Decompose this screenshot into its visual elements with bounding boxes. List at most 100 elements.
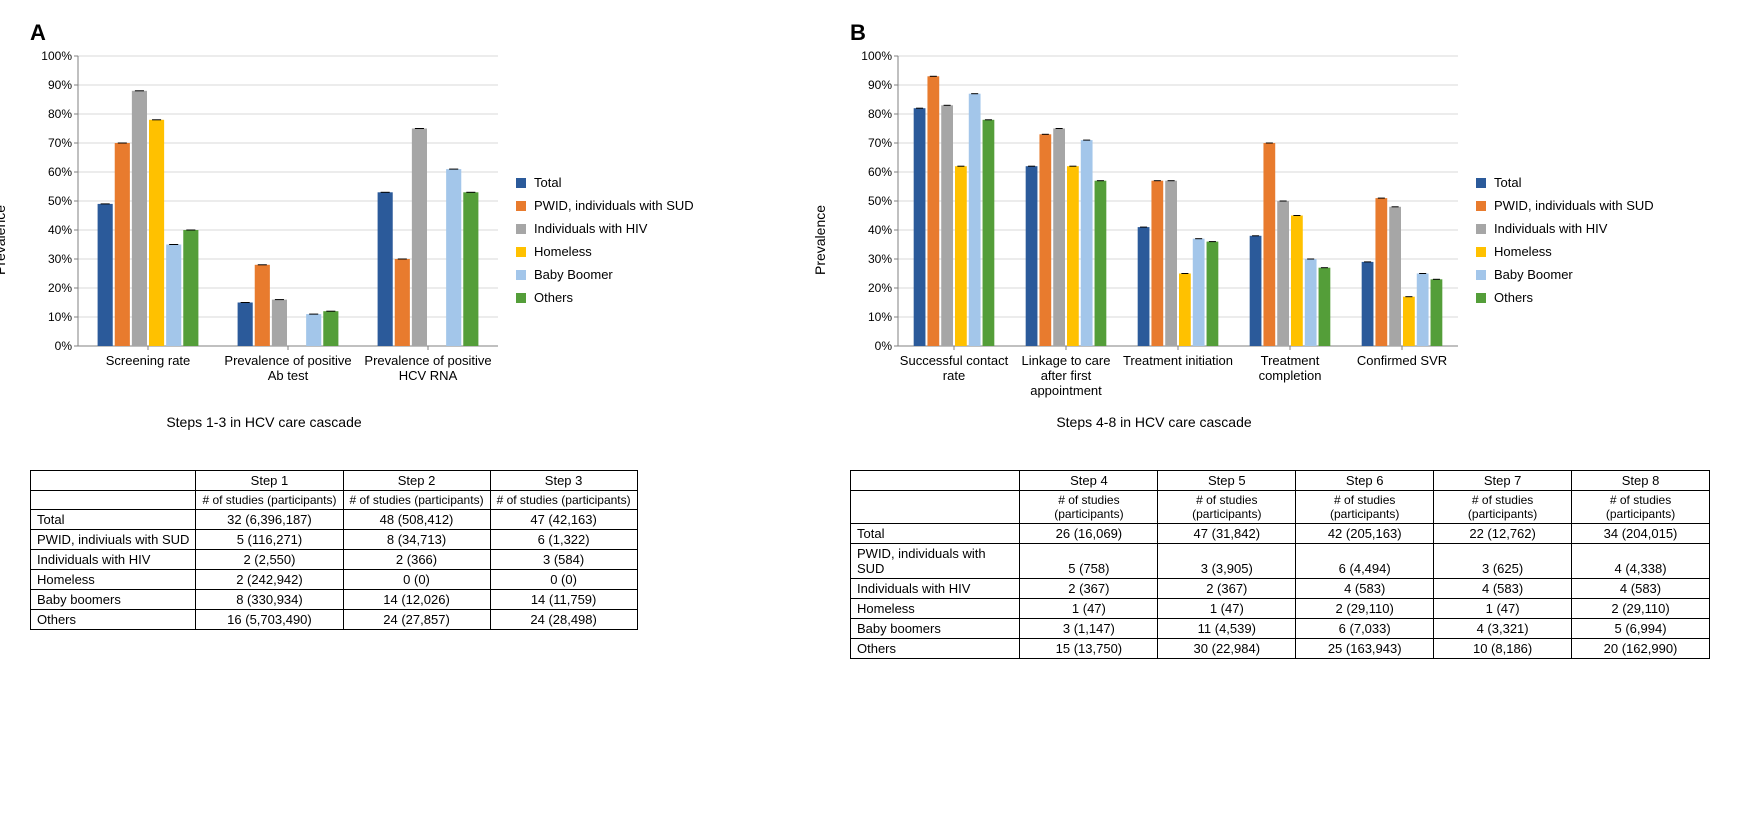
- bar: [1403, 297, 1415, 346]
- category-label: Screening rate: [78, 354, 218, 369]
- panel-b-category-labels: Successful contact rateLinkage to care a…: [850, 352, 1458, 408]
- legend-item: Others: [1476, 290, 1654, 305]
- legend-label: Baby Boomer: [1494, 267, 1573, 282]
- legend-swatch: [1476, 201, 1486, 211]
- bar: [1375, 198, 1387, 346]
- table-cell: 0 (0): [490, 570, 637, 590]
- table-row-label: Baby boomers: [31, 590, 196, 610]
- panel-a-chart-block: Prevalence 0%10%20%30%40%50%60%70%80%90%…: [30, 50, 790, 430]
- panel-a-chart: 0%10%20%30%40%50%60%70%80%90%100%: [30, 50, 498, 352]
- table-cell: 2 (366): [343, 550, 490, 570]
- svg-text:10%: 10%: [48, 310, 72, 324]
- table-cell: 2 (367): [1020, 579, 1158, 599]
- svg-text:60%: 60%: [48, 165, 72, 179]
- table-row: PWID, individuals with SUD5 (758)3 (3,90…: [851, 544, 1710, 579]
- legend-item: Baby Boomer: [1476, 267, 1654, 282]
- table-row-label: Total: [851, 524, 1020, 544]
- panel-a: A Prevalence 0%10%20%30%40%50%60%70%80%9…: [30, 20, 790, 659]
- panel-b-x-title: Steps 4-8 in HCV care cascade: [850, 414, 1458, 430]
- table-step-header: Step 3: [490, 471, 637, 491]
- table-step-header: Step 2: [343, 471, 490, 491]
- table-cell: 5 (116,271): [196, 530, 343, 550]
- table-cell: 47 (31,842): [1158, 524, 1296, 544]
- bar: [412, 129, 427, 347]
- legend-swatch: [1476, 270, 1486, 280]
- bar: [1417, 274, 1429, 347]
- table-subheader: # of studies (participants): [196, 491, 343, 510]
- table-cell: 6 (1,322): [490, 530, 637, 550]
- table-row-label: Individuals with HIV: [851, 579, 1020, 599]
- figure-row: A Prevalence 0%10%20%30%40%50%60%70%80%9…: [30, 20, 1720, 659]
- bar: [1362, 262, 1374, 346]
- bar: [983, 120, 995, 346]
- bar: [378, 192, 393, 346]
- bar: [1389, 207, 1401, 346]
- bar: [255, 265, 270, 346]
- svg-text:100%: 100%: [41, 50, 72, 63]
- table-cell: 2 (242,942): [196, 570, 343, 590]
- legend-label: Others: [534, 290, 573, 305]
- bar: [1067, 166, 1079, 346]
- bar: [149, 120, 164, 346]
- legend-swatch: [1476, 293, 1486, 303]
- svg-text:0%: 0%: [875, 339, 893, 352]
- panel-a-chart-area: Prevalence 0%10%20%30%40%50%60%70%80%90%…: [30, 50, 498, 430]
- panel-a-table-wrap: Step 1Step 2Step 3# of studies (particip…: [30, 470, 790, 630]
- panel-b-chart: 0%10%20%30%40%50%60%70%80%90%100%: [850, 50, 1458, 352]
- table-row-label: Homeless: [31, 570, 196, 590]
- table-cell: 14 (12,026): [343, 590, 490, 610]
- panel-b-legend: TotalPWID, individuals with SUDIndividua…: [1476, 175, 1654, 305]
- table-cell: 0 (0): [343, 570, 490, 590]
- legend-item: Total: [1476, 175, 1654, 190]
- panel-b-chart-block: Prevalence 0%10%20%30%40%50%60%70%80%90%…: [850, 50, 1710, 430]
- table-subheader: # of studies (participants): [1572, 491, 1710, 524]
- bar: [323, 311, 338, 346]
- category-label: Confirmed SVR: [1346, 354, 1458, 369]
- table-cell: 3 (3,905): [1158, 544, 1296, 579]
- panel-b: B Prevalence 0%10%20%30%40%50%60%70%80%9…: [850, 20, 1710, 659]
- table-row: Individuals with HIV2 (2,550)2 (366)3 (5…: [31, 550, 638, 570]
- svg-text:50%: 50%: [868, 194, 892, 208]
- panel-b-table: Step 4Step 5Step 6Step 7Step 8# of studi…: [850, 470, 1710, 659]
- panel-a-legend: TotalPWID, individuals with SUDIndividua…: [516, 175, 694, 305]
- panel-b-table-wrap: Step 4Step 5Step 6Step 7Step 8# of studi…: [850, 470, 1710, 659]
- table-row-label: Individuals with HIV: [31, 550, 196, 570]
- table-row-label: Others: [31, 610, 196, 630]
- table-step-header: Step 5: [1158, 471, 1296, 491]
- bar: [115, 143, 130, 346]
- table-row: Total26 (16,069)47 (31,842)42 (205,163)2…: [851, 524, 1710, 544]
- category-label: Treatment completion: [1234, 354, 1346, 384]
- svg-text:70%: 70%: [48, 136, 72, 150]
- table-row-label: PWID, indiviuals with SUD: [31, 530, 196, 550]
- legend-item: Baby Boomer: [516, 267, 694, 282]
- svg-text:60%: 60%: [868, 165, 892, 179]
- table-subheader: # of studies (participants): [1434, 491, 1572, 524]
- bar: [1138, 227, 1150, 346]
- legend-swatch: [516, 293, 526, 303]
- table-row: Individuals with HIV2 (367)2 (367)4 (583…: [851, 579, 1710, 599]
- bar: [1151, 181, 1163, 346]
- legend-label: Homeless: [534, 244, 592, 259]
- bar: [1207, 242, 1219, 346]
- legend-item: Others: [516, 290, 694, 305]
- table-cell: 2 (367): [1158, 579, 1296, 599]
- table-row: Others15 (13,750)30 (22,984)25 (163,943)…: [851, 639, 1710, 659]
- table-cell: 16 (5,703,490): [196, 610, 343, 630]
- bar: [238, 303, 253, 347]
- legend-swatch: [516, 270, 526, 280]
- table-cell: 2 (29,110): [1572, 599, 1710, 619]
- table-row: Total32 (6,396,187)48 (508,412)47 (42,16…: [31, 510, 638, 530]
- panel-a-table: Step 1Step 2Step 3# of studies (particip…: [30, 470, 638, 630]
- category-label: Prevalence of positive Ab test: [218, 354, 358, 384]
- table-cell: 25 (163,943): [1296, 639, 1434, 659]
- legend-item: PWID, individuals with SUD: [516, 198, 694, 213]
- table-subheader: # of studies (participants): [1296, 491, 1434, 524]
- svg-text:40%: 40%: [48, 223, 72, 237]
- table-cell: 2 (29,110): [1296, 599, 1434, 619]
- bar: [1277, 201, 1289, 346]
- svg-text:30%: 30%: [48, 252, 72, 266]
- table-row: Baby boomers8 (330,934)14 (12,026)14 (11…: [31, 590, 638, 610]
- category-label: Prevalence of positive HCV RNA: [358, 354, 498, 384]
- table-cell: 47 (42,163): [490, 510, 637, 530]
- table-cell: 3 (584): [490, 550, 637, 570]
